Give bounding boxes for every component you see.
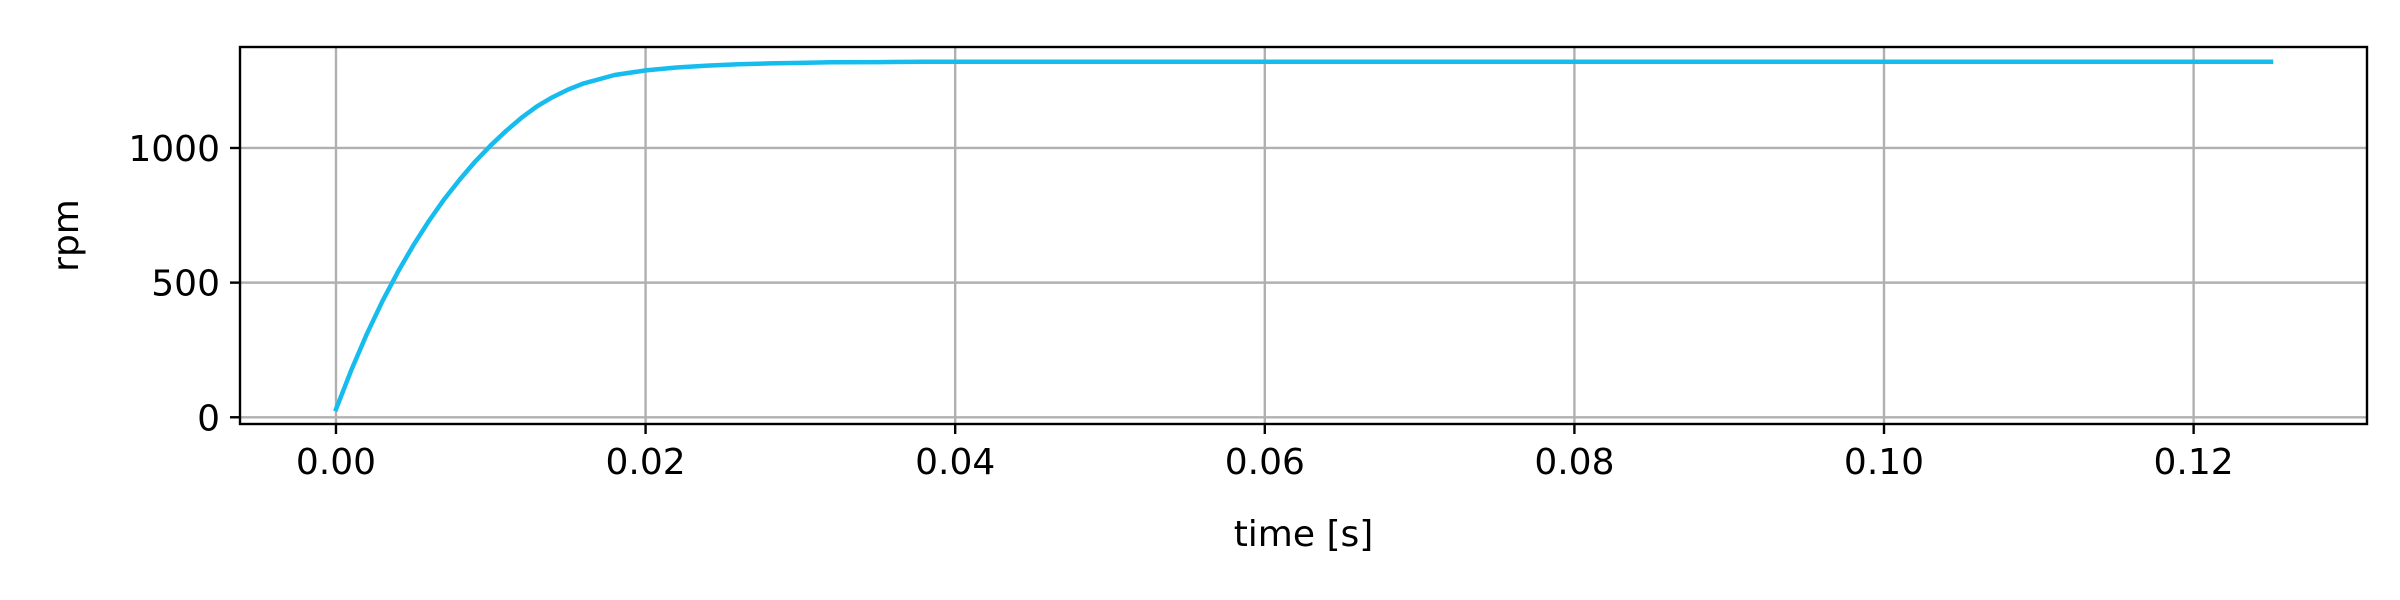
series-layer (333, 59, 2274, 413)
y-axis: 0 500 1000 (128, 129, 240, 439)
x-tick-label: 0.08 (1534, 442, 1614, 483)
x-tick-label: 0.06 (1225, 442, 1305, 483)
x-axis-label: time [s] (1234, 514, 1374, 555)
x-tick-label: 0.10 (1844, 442, 1924, 483)
x-tick-label: 0.02 (606, 442, 686, 483)
x-axis: 0.00 0.02 0.04 0.06 0.08 0.10 0.12 (296, 424, 2234, 483)
x-tick-label: 0.00 (296, 442, 376, 483)
y-tick-label: 0 (197, 398, 220, 439)
y-tick-label: 1000 (128, 129, 220, 170)
x-tick-label: 0.04 (915, 442, 995, 483)
series-line (333, 59, 2274, 413)
grid (240, 47, 2367, 424)
y-axis-label: rpm (46, 199, 87, 272)
x-tick-label: 0.12 (2154, 442, 2234, 483)
plot-frame (238, 45, 2369, 426)
y-tick-label: 500 (151, 264, 220, 305)
